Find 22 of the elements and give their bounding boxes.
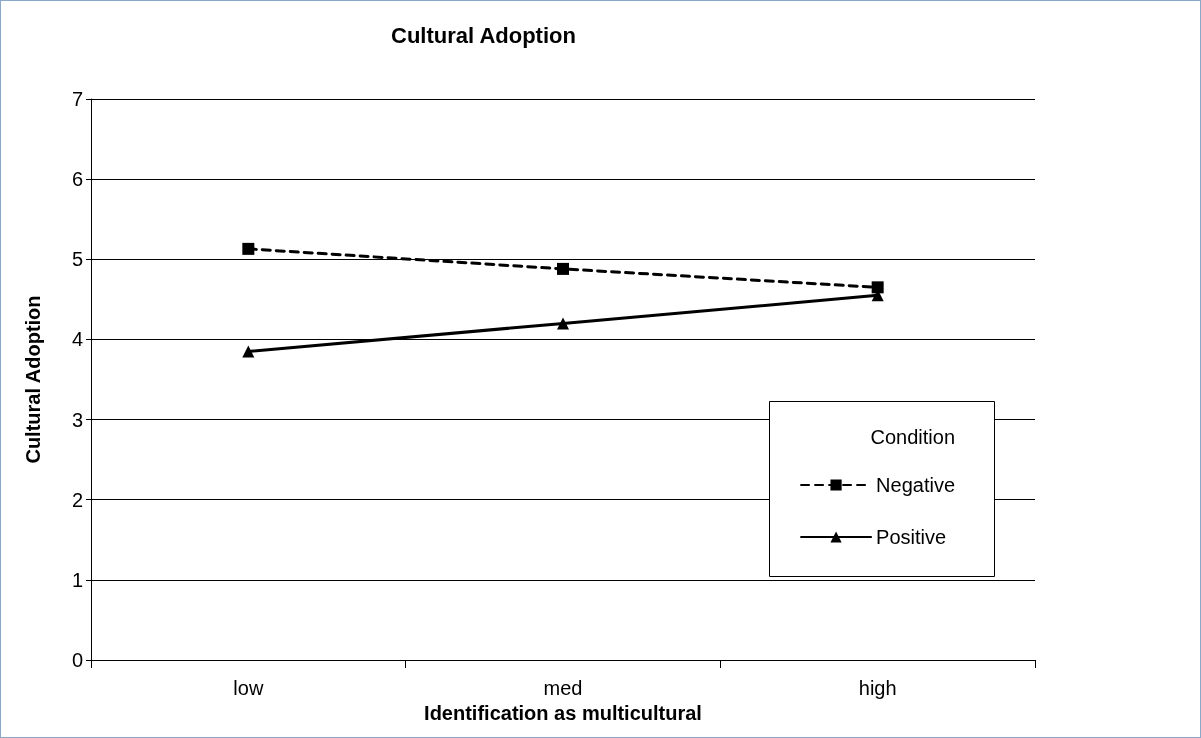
y-axis-title: Cultural Adoption <box>22 295 44 464</box>
x-tick-label: low <box>233 677 264 699</box>
y-tick-label: 5 <box>71 248 83 271</box>
y-tick-label: 2 <box>71 488 83 511</box>
point <box>557 317 569 330</box>
x-tick-label: med <box>543 677 583 699</box>
chart-title: Cultural Adoption <box>391 22 576 48</box>
legend-label: Negative <box>876 474 955 496</box>
point <box>871 281 884 294</box>
y-tick-label: 6 <box>71 168 83 191</box>
legend-title: Condition <box>870 426 956 448</box>
point <box>242 242 255 255</box>
point <box>557 262 569 275</box>
x-axis-title: Identification as multicultural <box>424 701 702 724</box>
y-tick-label: 1 <box>71 568 83 591</box>
point <box>242 345 255 358</box>
y-tick-label: 7 <box>71 88 83 110</box>
y-tick-label: 3 <box>71 408 83 431</box>
y-tick-label: 0 <box>71 649 83 671</box>
legend-label: Positive <box>876 526 947 548</box>
x-tick-label: high <box>858 677 897 699</box>
y-tick-label: 4 <box>71 328 83 351</box>
